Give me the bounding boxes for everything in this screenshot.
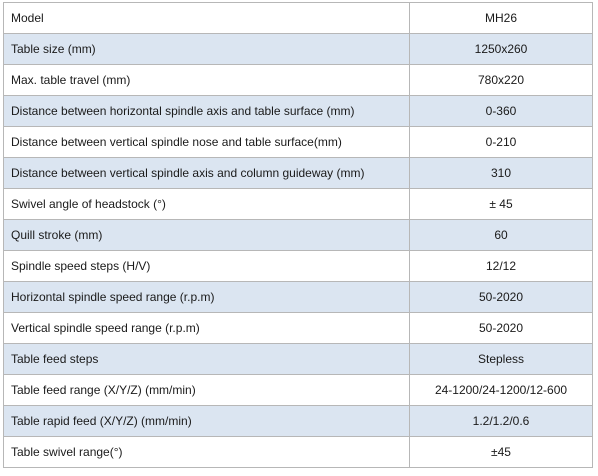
- table-row: Quill stroke (mm) 60: [3, 219, 593, 251]
- table-row: Distance between vertical spindle axis a…: [3, 157, 593, 189]
- table-row: Table rapid feed (X/Y/Z) (mm/min) 1.2/1.…: [3, 405, 593, 437]
- table-row: Spindle speed steps (H/V) 12/12: [3, 250, 593, 282]
- row-label-quill-stroke: Quill stroke (mm): [3, 219, 410, 251]
- table-row: Swivel angle of headstock (°) ± 45: [3, 188, 593, 220]
- row-value-table-rapid-feed: 1.2/1.2/0.6: [409, 405, 593, 437]
- row-value-table-swivel-range: ±45: [409, 436, 593, 468]
- table-row: Max. table travel (mm) 780x220: [3, 64, 593, 96]
- row-label-horizontal-spindle-distance: Distance between horizontal spindle axis…: [3, 95, 410, 127]
- row-label-vertical-spindle-nose-distance: Distance between vertical spindle nose a…: [3, 126, 410, 158]
- row-value-table-feed-steps: Stepless: [409, 343, 593, 375]
- row-label-table-rapid-feed: Table rapid feed (X/Y/Z) (mm/min): [3, 405, 410, 437]
- row-value-model: MH26: [409, 2, 593, 34]
- row-value-spindle-speed-steps: 12/12: [409, 250, 593, 282]
- row-value-horizontal-speed-range: 50-2020: [409, 281, 593, 313]
- row-label-model: Model: [3, 2, 410, 34]
- table-row: Distance between horizontal spindle axis…: [3, 95, 593, 127]
- row-label-table-feed-steps: Table feed steps: [3, 343, 410, 375]
- row-value-horizontal-spindle-distance: 0-360: [409, 95, 593, 127]
- row-label-vertical-speed-range: Vertical spindle speed range (r.p.m): [3, 312, 410, 344]
- table-row: Vertical spindle speed range (r.p.m) 50-…: [3, 312, 593, 344]
- row-value-vertical-speed-range: 50-2020: [409, 312, 593, 344]
- row-label-max-table-travel: Max. table travel (mm): [3, 64, 410, 96]
- row-label-table-size: Table size (mm): [3, 33, 410, 65]
- row-label-spindle-speed-steps: Spindle speed steps (H/V): [3, 250, 410, 282]
- row-value-table-size: 1250x260: [409, 33, 593, 65]
- table-row: Distance between vertical spindle nose a…: [3, 126, 593, 158]
- row-value-vertical-spindle-nose-distance: 0-210: [409, 126, 593, 158]
- table-row: Table swivel range(°) ±45: [3, 436, 593, 468]
- row-value-max-table-travel: 780x220: [409, 64, 593, 96]
- table-row: Model MH26: [3, 2, 593, 34]
- row-value-swivel-angle: ± 45: [409, 188, 593, 220]
- row-label-vertical-spindle-column-distance: Distance between vertical spindle axis a…: [3, 157, 410, 189]
- table-row: Horizontal spindle speed range (r.p.m) 5…: [3, 281, 593, 313]
- row-label-table-swivel-range: Table swivel range(°): [3, 436, 410, 468]
- table-row: Table size (mm) 1250x260: [3, 33, 593, 65]
- row-label-swivel-angle: Swivel angle of headstock (°): [3, 188, 410, 220]
- row-value-table-feed-range: 24-1200/24-1200/12-600: [409, 374, 593, 406]
- table-row: Table feed range (X/Y/Z) (mm/min) 24-120…: [3, 374, 593, 406]
- row-value-vertical-spindle-column-distance: 310: [409, 157, 593, 189]
- row-label-horizontal-speed-range: Horizontal spindle speed range (r.p.m): [3, 281, 410, 313]
- table-row: Table feed steps Stepless: [3, 343, 593, 375]
- row-value-quill-stroke: 60: [409, 219, 593, 251]
- spec-table: Model MH26 Table size (mm) 1250x260 Max.…: [3, 2, 593, 468]
- row-label-table-feed-range: Table feed range (X/Y/Z) (mm/min): [3, 374, 410, 406]
